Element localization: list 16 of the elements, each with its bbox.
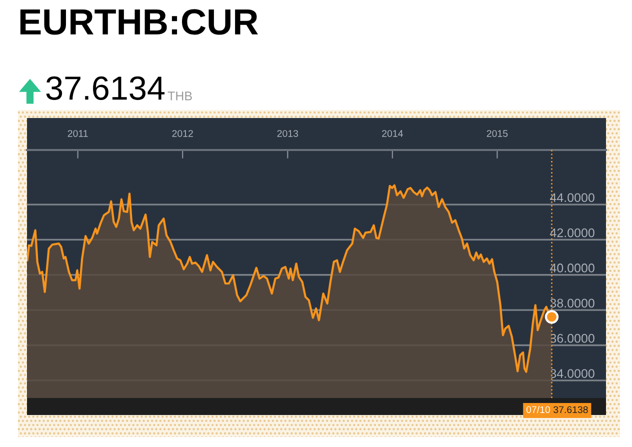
x-tick-label: 2012 — [172, 130, 193, 137]
y-tick-label: 36.0000 — [550, 334, 594, 343]
text: 37.6138 — [554, 406, 588, 414]
y-tick-label: 34.0000 — [550, 369, 594, 378]
text: THB — [168, 92, 192, 100]
x-tick-label: 2014 — [382, 130, 403, 137]
y-tick-label: 42.0000 — [550, 228, 594, 238]
chart-subtitle: 37.6134 — [46, 76, 165, 100]
x-tick-label: 2013 — [277, 130, 298, 137]
x-tick-label: 2015 — [486, 130, 508, 137]
y-tick-label: 38.0000 — [550, 298, 594, 308]
y-tick-label: 40.0000 — [550, 264, 594, 272]
legend-label: 07/10 — [526, 406, 550, 414]
x-tick-label: 2011 — [68, 130, 88, 137]
y-tick-label: 44.0000 — [550, 193, 594, 202]
chart-title: EURTHB:CUR — [20, 9, 258, 35]
